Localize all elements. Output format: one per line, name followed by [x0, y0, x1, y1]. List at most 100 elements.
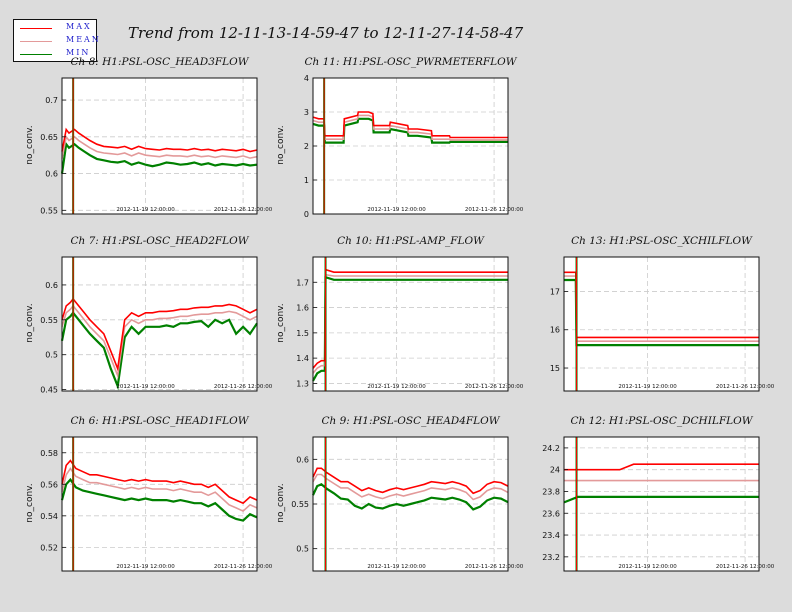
y-tick-label: 16	[550, 326, 560, 335]
x-tick-label: 2012-11-26 12:00:00	[716, 384, 775, 390]
legend-label-min: MIN	[66, 48, 91, 57]
plot-background	[313, 257, 508, 391]
series-min-line	[312, 117, 508, 144]
series-mean-line	[312, 273, 508, 374]
y-axis-label: no_conv.	[276, 483, 286, 523]
x-tick-label: 2012-11-19 12:00:00	[618, 384, 677, 390]
y-tick-label: 24	[550, 466, 560, 475]
x-tick-label: 2012-11-19 12:00:00	[116, 207, 175, 213]
chart-title: Ch 11: H1:PSL-OSC_PWRMETERFLOW	[304, 56, 517, 68]
series-min-line	[60, 141, 258, 174]
y-tick-label: 2	[304, 142, 309, 151]
y-tick-label: 23.4	[542, 531, 560, 540]
legend-swatch-min	[20, 54, 52, 55]
legend-label-mean: MEAN	[66, 35, 101, 44]
plot-background	[62, 257, 257, 391]
plot-frame	[563, 256, 760, 392]
series-mean-line	[61, 304, 258, 379]
series-min-line	[312, 275, 508, 382]
series-min-line	[312, 483, 509, 511]
x-tick-label: 2012-11-26 12:00:00	[465, 564, 524, 570]
y-axis-label: no_conv.	[276, 125, 286, 165]
x-tick-label: 2012-11-19 12:00:00	[116, 384, 175, 390]
series-max-line	[61, 459, 258, 505]
y-tick-label: 1.6	[296, 304, 309, 313]
y-tick-label: 4	[304, 74, 309, 83]
chart-plot-ch11: 0 1 2 3 4 2012-11-19 12:00:00 2012-11-26 12:00…	[304, 74, 524, 219]
x-tick-label: 2012-11-26 12:00:00	[214, 564, 273, 570]
plot-frame	[61, 77, 258, 215]
y-axis-label: no_conv.	[25, 125, 35, 165]
y-axis-label: no_conv.	[25, 483, 35, 523]
series-max-line	[312, 268, 508, 369]
x-tick-label: 2012-11-26 12:00:00	[716, 564, 775, 570]
y-tick-label: 0.55	[291, 500, 309, 509]
y-tick-label: 0.6	[45, 170, 58, 179]
legend-item-max: MAX	[20, 22, 94, 34]
y-tick-label: 23.8	[542, 487, 560, 496]
y-tick-label: 23.6	[542, 509, 560, 518]
y-tick-label: 0.55	[40, 206, 58, 215]
series-max-line	[61, 297, 258, 372]
chart-title: Ch 13: H1:PSL-OSC_XCHILFLOW	[571, 235, 752, 247]
chart-title: Ch 8: H1:PSL-OSC_HEAD3FLOW	[70, 56, 249, 68]
chart-title: Ch 7: H1:PSL-OSC_HEAD2FLOW	[70, 235, 249, 247]
chart-plot-ch9: 0.5 0.55 0.6 2012-11-19 12:00:00 2012-11-26 …	[291, 436, 524, 572]
legend-item-min: MIN	[20, 48, 94, 60]
y-axis-label: no_conv.	[25, 303, 35, 343]
y-tick-label: 0.58	[40, 449, 58, 458]
x-tick-label: 2012-11-19 12:00:00	[367, 207, 426, 213]
y-tick-label: 0.7	[45, 96, 58, 105]
legend-item-mean: MEAN	[20, 35, 99, 47]
legend: MAX MEAN MIN	[13, 19, 99, 62]
chart-title: Ch 12: H1:PSL-OSC_DCHILFLOW	[570, 415, 753, 427]
legend-swatch-max	[20, 28, 52, 29]
x-tick-label: 2012-11-19 12:00:00	[367, 384, 426, 390]
page-title: Trend from 12-11-13-14-59-47 to 12-11-27…	[128, 24, 524, 42]
y-tick-label: 0.55	[40, 316, 58, 325]
y-tick-label: 3	[304, 108, 309, 117]
y-tick-label: 0.54	[40, 512, 58, 521]
chart-title: Ch 6: H1:PSL-OSC_HEAD1FLOW	[70, 415, 249, 427]
chart-plot-ch8: 0.55 0.6 0.65 0.7 2012-11-19 12:00:00 2012-11…	[40, 77, 273, 215]
x-tick-label: 2012-11-19 12:00:00	[116, 564, 175, 570]
plot-background	[564, 257, 759, 391]
y-tick-label: 17	[550, 287, 560, 296]
x-tick-label: 2012-11-26 12:00:00	[465, 207, 524, 213]
y-tick-label: 23.2	[542, 553, 560, 562]
series-mean-line	[312, 473, 509, 501]
chart-title: Ch 9: H1:PSL-OSC_HEAD4FLOW	[321, 415, 500, 427]
plot-background	[62, 437, 257, 571]
chart-plot-ch13: 15 16 17 2012-11-19 12:00:00 2012-11-26 12:0…	[550, 256, 775, 392]
x-tick-label: 2012-11-19 12:00:00	[367, 564, 426, 570]
series-max-line	[564, 463, 759, 471]
y-tick-label: 1	[304, 176, 309, 185]
legend-label-max: MAX	[66, 22, 92, 31]
plot-frame	[61, 256, 258, 392]
y-tick-label: 0.6	[45, 281, 58, 290]
y-tick-label: 1.3	[296, 379, 309, 388]
plot-background	[564, 437, 759, 571]
chart-plot-ch12: 23.2 23.4 23.6 23.8 24 24.2 2012-11-19 12:00:0…	[542, 436, 775, 572]
y-tick-label: 0.45	[40, 386, 58, 395]
y-tick-label: 0.52	[40, 543, 58, 552]
y-tick-label: 0.6	[296, 455, 309, 464]
series-mean-line	[61, 134, 258, 160]
series-mean-line	[312, 114, 508, 141]
y-tick-label: 1.5	[296, 329, 309, 338]
plot-background	[62, 78, 257, 214]
y-tick-label: 24.2	[542, 444, 560, 453]
y-tick-label: 0.5	[296, 545, 309, 554]
plot-frame	[61, 436, 258, 572]
plot-frame	[563, 436, 760, 572]
chart-plot-ch6: 0.52 0.54 0.56 0.58 2012-11-19 12:00:00 2012-…	[40, 436, 273, 572]
x-tick-label: 2012-11-26 12:00:00	[214, 384, 273, 390]
series-max-line	[312, 467, 509, 495]
x-tick-label: 2012-11-26 12:00:00	[214, 207, 273, 213]
y-tick-label: 0.56	[40, 480, 58, 489]
x-tick-label: 2012-11-19 12:00:00	[618, 564, 677, 570]
chart-plot-ch10: 1.3 1.4 1.5 1.6 1.7 2012-11-19 12:00:00 2012-1…	[296, 256, 524, 392]
series-min-line	[60, 311, 258, 391]
chart-title: Ch 10: H1:PSL-AMP_FLOW	[337, 235, 484, 247]
series-min-line	[563, 495, 759, 504]
